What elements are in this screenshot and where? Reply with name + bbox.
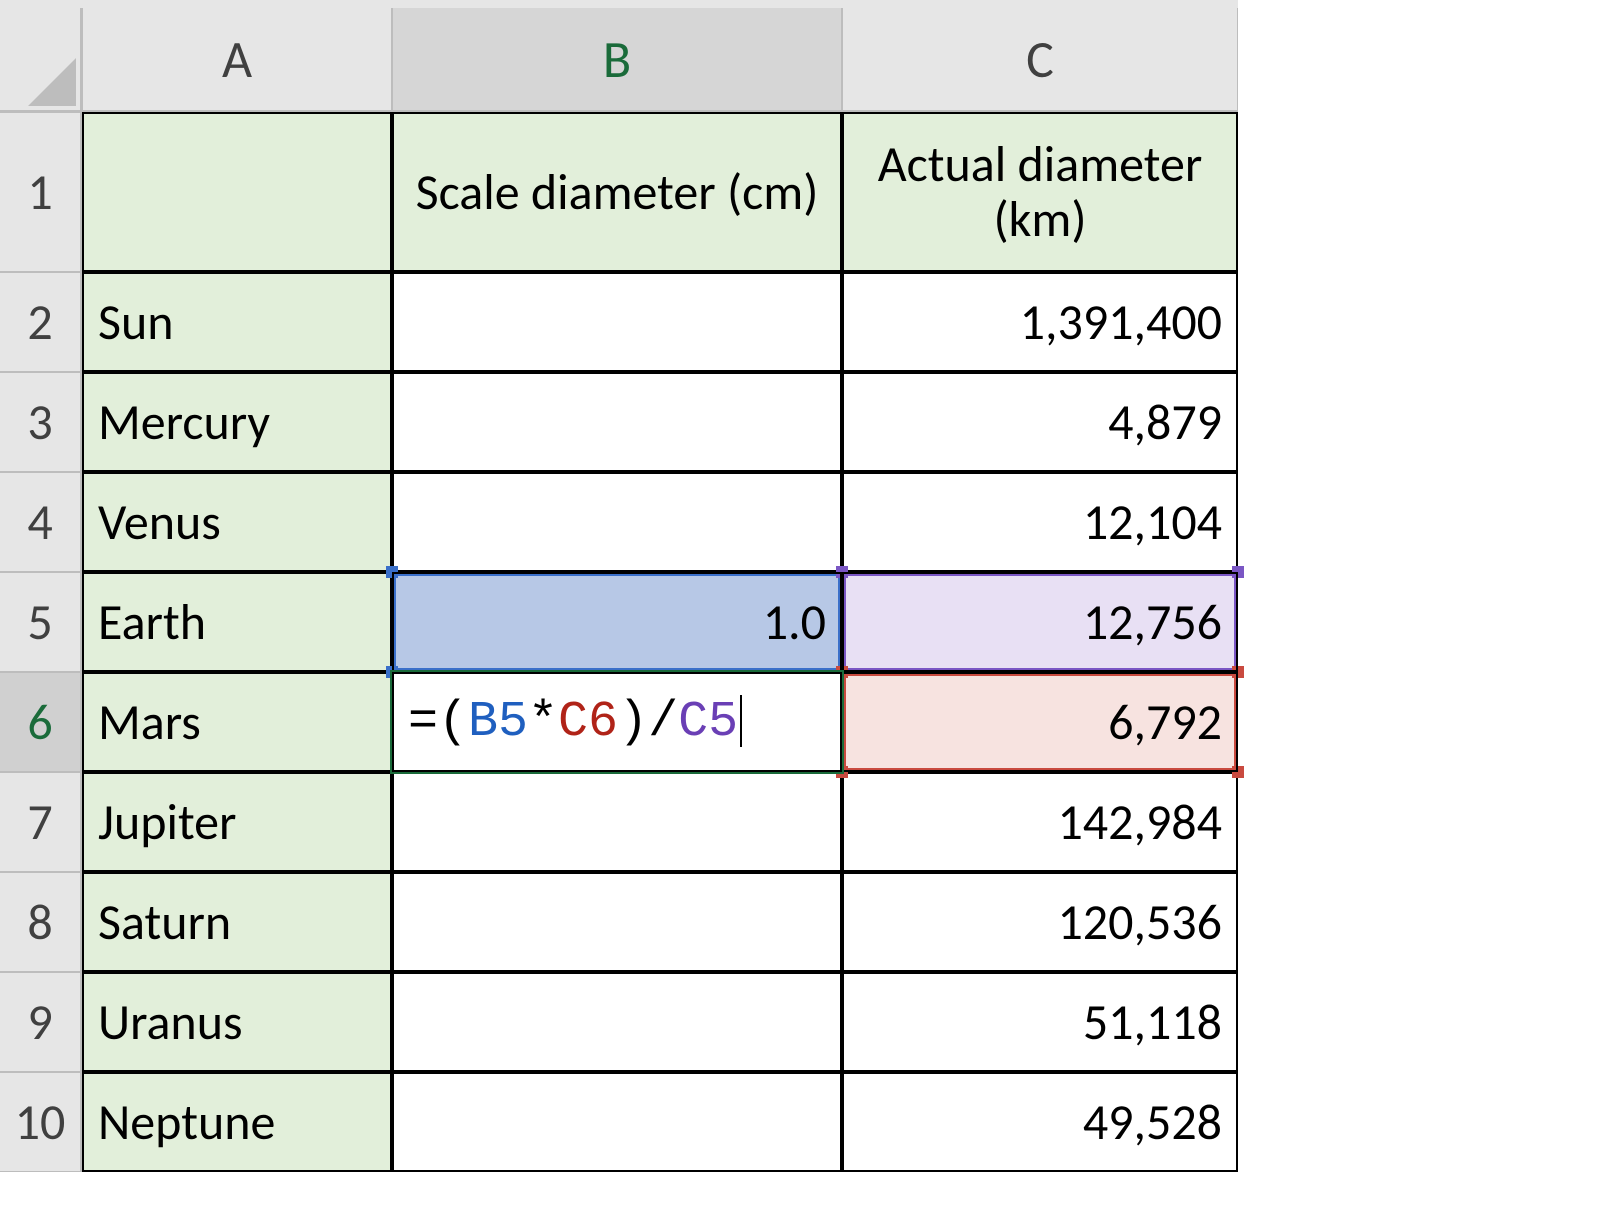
spreadsheet-viewport: A B C 1 2 3 4 5 6 7 8 9 10 Scale diamete… <box>0 0 1238 1225</box>
row-header-10[interactable]: 10 <box>0 1072 82 1172</box>
cell-a5-name[interactable]: Earth <box>82 572 392 672</box>
row-header-9[interactable]: 9 <box>0 972 82 1072</box>
actual-value: 120,536 <box>1057 892 1222 953</box>
row-header-6[interactable]: 6 <box>0 672 82 772</box>
actual-value: 51,118 <box>1083 992 1222 1053</box>
cell-a2-name[interactable]: Sun <box>82 272 392 372</box>
actual-value: 4,879 <box>1108 392 1222 453</box>
row-header-8[interactable]: 8 <box>0 872 82 972</box>
cell-a9-name[interactable]: Uranus <box>82 972 392 1072</box>
row-header-label: 3 <box>27 392 52 453</box>
row-header-5[interactable]: 5 <box>0 572 82 672</box>
planet-name: Neptune <box>98 1092 275 1153</box>
column-header-a[interactable]: A <box>82 8 392 112</box>
cell-b9-scale[interactable] <box>392 972 842 1072</box>
row-header-label: 7 <box>27 792 52 853</box>
cell-c8-actual[interactable]: 120,536 <box>842 872 1238 972</box>
formula-text: =(B5*C6)/C5 <box>408 694 742 751</box>
cell-b3-scale[interactable] <box>392 372 842 472</box>
row-header-label: 8 <box>27 892 52 953</box>
actual-value: 1,391,400 <box>1020 292 1222 353</box>
window-topbar <box>0 0 1238 8</box>
cell-c2-actual[interactable]: 1,391,400 <box>842 272 1238 372</box>
planet-name: Earth <box>98 592 206 653</box>
cell-a10-name[interactable]: Neptune <box>82 1072 392 1172</box>
actual-value: 49,528 <box>1083 1092 1222 1153</box>
cell-c7-actual[interactable]: 142,984 <box>842 772 1238 872</box>
column-header-c[interactable]: C <box>842 8 1238 112</box>
cell-a8-name[interactable]: Saturn <box>82 872 392 972</box>
row-header-label: 2 <box>27 292 52 353</box>
cell-c3-actual[interactable]: 4,879 <box>842 372 1238 472</box>
planet-name: Jupiter <box>98 792 236 853</box>
cell-a7-name[interactable]: Jupiter <box>82 772 392 872</box>
cell-c1-header[interactable]: Actual diameter (km) <box>842 112 1238 272</box>
cell-a4-name[interactable]: Venus <box>82 472 392 572</box>
cell-a1[interactable] <box>82 112 392 272</box>
column-header-label: C <box>1026 27 1054 91</box>
cell-b10-scale[interactable] <box>392 1072 842 1172</box>
cell-b2-scale[interactable] <box>392 272 842 372</box>
row-header-4[interactable]: 4 <box>0 472 82 572</box>
row-header-label: 1 <box>27 162 52 223</box>
planet-name: Mercury <box>98 392 270 453</box>
actual-value: 142,984 <box>1057 792 1222 853</box>
planet-name: Uranus <box>98 992 243 1053</box>
cell-c4-actual[interactable]: 12,104 <box>842 472 1238 572</box>
column-header-label: A <box>222 27 252 91</box>
planet-name: Venus <box>98 492 221 553</box>
select-all-corner[interactable] <box>0 8 82 112</box>
actual-value: 6,792 <box>1108 692 1222 753</box>
select-all-triangle-icon <box>28 58 76 106</box>
cell-b7-scale[interactable] <box>392 772 842 872</box>
cell-a3-name[interactable]: Mercury <box>82 372 392 472</box>
row-header-label: 5 <box>27 592 52 653</box>
cell-c5-actual[interactable]: 12,756 <box>842 572 1238 672</box>
column-header-label: B <box>603 27 631 91</box>
planet-name: Mars <box>98 692 201 753</box>
header-label: Scale diameter (cm) <box>416 165 819 220</box>
planet-name: Sun <box>98 292 174 353</box>
row-header-3[interactable]: 3 <box>0 372 82 472</box>
cell-b4-scale[interactable] <box>392 472 842 572</box>
cell-c10-actual[interactable]: 49,528 <box>842 1072 1238 1172</box>
cell-b6-formula-editing[interactable]: =(B5*C6)/C5 <box>392 672 842 772</box>
column-header-b[interactable]: B <box>392 8 842 112</box>
row-header-1[interactable]: 1 <box>0 112 82 272</box>
row-header-label: 10 <box>15 1092 66 1153</box>
actual-value: 12,104 <box>1083 492 1222 553</box>
header-label: Actual diameter (km) <box>858 137 1222 247</box>
cell-b1-header[interactable]: Scale diameter (cm) <box>392 112 842 272</box>
row-header-label: 6 <box>27 692 52 753</box>
scale-value: 1.0 <box>763 592 826 653</box>
row-header-7[interactable]: 7 <box>0 772 82 872</box>
planet-name: Saturn <box>98 892 231 953</box>
row-header-2[interactable]: 2 <box>0 272 82 372</box>
cell-b8-scale[interactable] <box>392 872 842 972</box>
row-header-label: 4 <box>27 492 52 553</box>
cell-a6-name[interactable]: Mars <box>82 672 392 772</box>
cell-c9-actual[interactable]: 51,118 <box>842 972 1238 1072</box>
cell-c6-actual[interactable]: 6,792 <box>842 672 1238 772</box>
cell-b5-scale[interactable]: 1.0 <box>392 572 842 672</box>
actual-value: 12,756 <box>1083 592 1222 653</box>
row-header-label: 9 <box>27 992 52 1053</box>
